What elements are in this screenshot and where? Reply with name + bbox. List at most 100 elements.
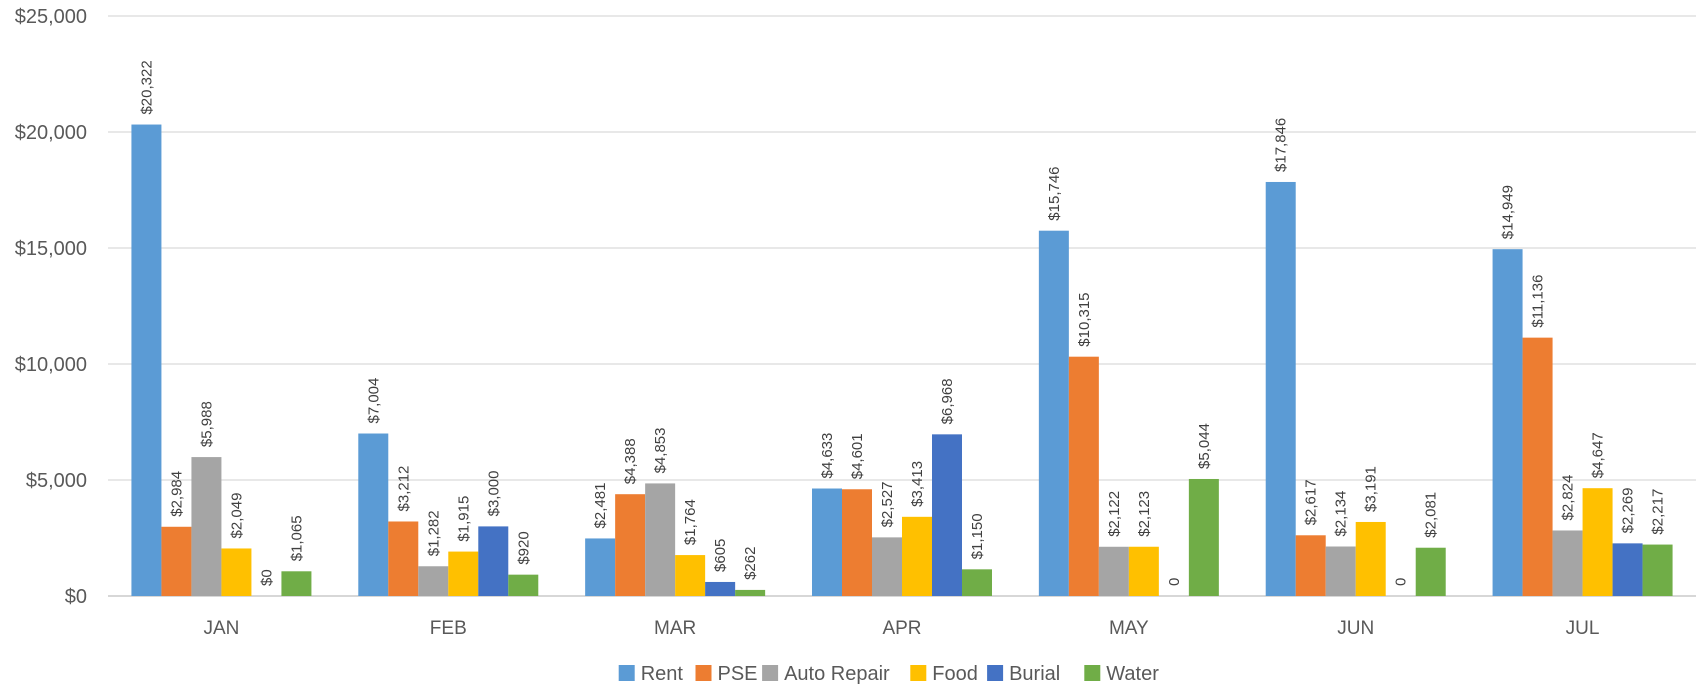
bar-auto-repair — [645, 483, 676, 596]
bar-water — [281, 571, 312, 596]
y-tick-label: $25,000 — [15, 6, 87, 28]
data-label: $1,282 — [425, 510, 442, 556]
y-tick-label: $15,000 — [15, 238, 87, 260]
bar-rent — [358, 433, 389, 596]
bar-pse — [1522, 337, 1553, 596]
y-tick-label: $0 — [65, 586, 87, 608]
bar-water — [508, 574, 539, 596]
bar-pse — [1068, 356, 1099, 596]
legend-label: PSE — [718, 663, 758, 685]
data-label: $1,915 — [455, 496, 472, 542]
data-label: $262 — [742, 547, 759, 580]
bar-auto-repair — [1552, 530, 1583, 596]
data-label: $11,136 — [1530, 275, 1547, 328]
data-label: $2,081 — [1423, 492, 1440, 538]
bar-pse — [388, 521, 419, 596]
bar-water — [962, 569, 992, 596]
data-label: $3,000 — [485, 471, 502, 517]
bar-pse — [615, 494, 646, 596]
bar-food — [1582, 488, 1613, 596]
bar-auto-repair — [191, 457, 222, 596]
data-label: $1,150 — [969, 513, 986, 559]
gridlines — [108, 15, 1696, 597]
bar-food — [675, 555, 706, 596]
data-label: $605 — [712, 539, 729, 572]
bar-food — [1128, 546, 1159, 596]
data-label: $1,764 — [682, 499, 699, 545]
legend-swatch — [987, 665, 1004, 681]
y-tick-label: $10,000 — [15, 354, 87, 376]
bar-food — [448, 551, 479, 596]
data-label: $2,481 — [592, 483, 609, 529]
legend-label: Food — [932, 663, 978, 685]
bar-rent — [585, 538, 616, 596]
bar-burial — [705, 581, 736, 596]
y-tick-label: $5,000 — [26, 470, 87, 492]
bar-rent — [1492, 249, 1523, 596]
data-label: $7,004 — [365, 378, 382, 424]
data-label: $10,315 — [1076, 292, 1093, 346]
bar-auto-repair — [1325, 546, 1356, 596]
data-label: $5,044 — [1196, 423, 1213, 469]
data-label: $20,322 — [138, 60, 155, 114]
data-label: $2,984 — [168, 471, 185, 517]
bar-food — [902, 516, 932, 596]
legend-label: Auto Repair — [784, 663, 890, 685]
data-label: $15,746 — [1046, 166, 1063, 220]
bar-rent — [131, 124, 162, 596]
x-tick-label: JAN — [203, 618, 239, 639]
data-label: $2,049 — [228, 493, 245, 539]
data-label: $2,824 — [1560, 475, 1577, 521]
bar-pse — [1295, 535, 1326, 596]
x-tick-label: MAR — [654, 618, 696, 639]
x-axis: JAN FEB MAR APR MAY JUN JUL — [203, 618, 1599, 639]
legend-label: Burial — [1009, 663, 1060, 685]
bar-water — [735, 589, 766, 596]
data-label: $2,617 — [1303, 479, 1320, 525]
bar-food — [221, 548, 252, 596]
data-label: $17,846 — [1273, 118, 1290, 172]
data-label: $2,134 — [1333, 491, 1350, 537]
data-label: 0 — [1393, 578, 1410, 586]
x-tick-label: JUL — [1566, 618, 1600, 639]
data-label: $5,988 — [198, 401, 215, 447]
legend-swatch — [910, 665, 927, 681]
legend-label: Rent — [641, 663, 684, 685]
bars — [131, 124, 1673, 597]
data-label: $3,191 — [1363, 466, 1380, 512]
bar-auto-repair — [872, 537, 902, 596]
data-label: $4,601 — [849, 433, 866, 479]
data-label: $2,217 — [1650, 489, 1667, 535]
legend-swatch — [762, 665, 779, 681]
bar-pse — [842, 489, 872, 596]
bar-burial — [478, 526, 509, 596]
data-label: $4,647 — [1590, 432, 1607, 478]
bar-burial — [932, 434, 962, 596]
data-label: $6,968 — [939, 378, 956, 424]
y-tick-label: $20,000 — [15, 122, 87, 144]
x-tick-label: MAY — [1109, 618, 1149, 639]
data-label: 0 — [1166, 578, 1183, 586]
data-label: $1,065 — [288, 515, 305, 561]
y-axis: $0 $5,000 $10,000 $15,000 $20,000 $25,000 — [15, 6, 87, 608]
bar-auto-repair — [1098, 546, 1129, 596]
legend-label: Water — [1106, 663, 1159, 685]
bar-pse — [161, 526, 192, 596]
data-label: $4,633 — [819, 433, 836, 479]
bar-water — [1188, 478, 1219, 596]
bar-rent — [812, 488, 842, 596]
bar-burial — [1612, 543, 1643, 596]
legend: Rent PSE Auto Repair Food Burial Water — [618, 663, 1159, 685]
x-tick-label: FEB — [430, 618, 467, 639]
bar-water — [1415, 547, 1446, 596]
bar-rent — [1265, 181, 1296, 597]
x-tick-label: JUN — [1337, 618, 1374, 639]
bar-food — [1355, 521, 1386, 596]
x-tick-label: APR — [882, 618, 921, 639]
data-label: $4,853 — [652, 428, 669, 474]
bar-auto-repair — [418, 566, 449, 596]
bar-rent — [1038, 230, 1069, 596]
data-label: $3,212 — [395, 466, 412, 512]
bar-water — [1642, 544, 1673, 596]
